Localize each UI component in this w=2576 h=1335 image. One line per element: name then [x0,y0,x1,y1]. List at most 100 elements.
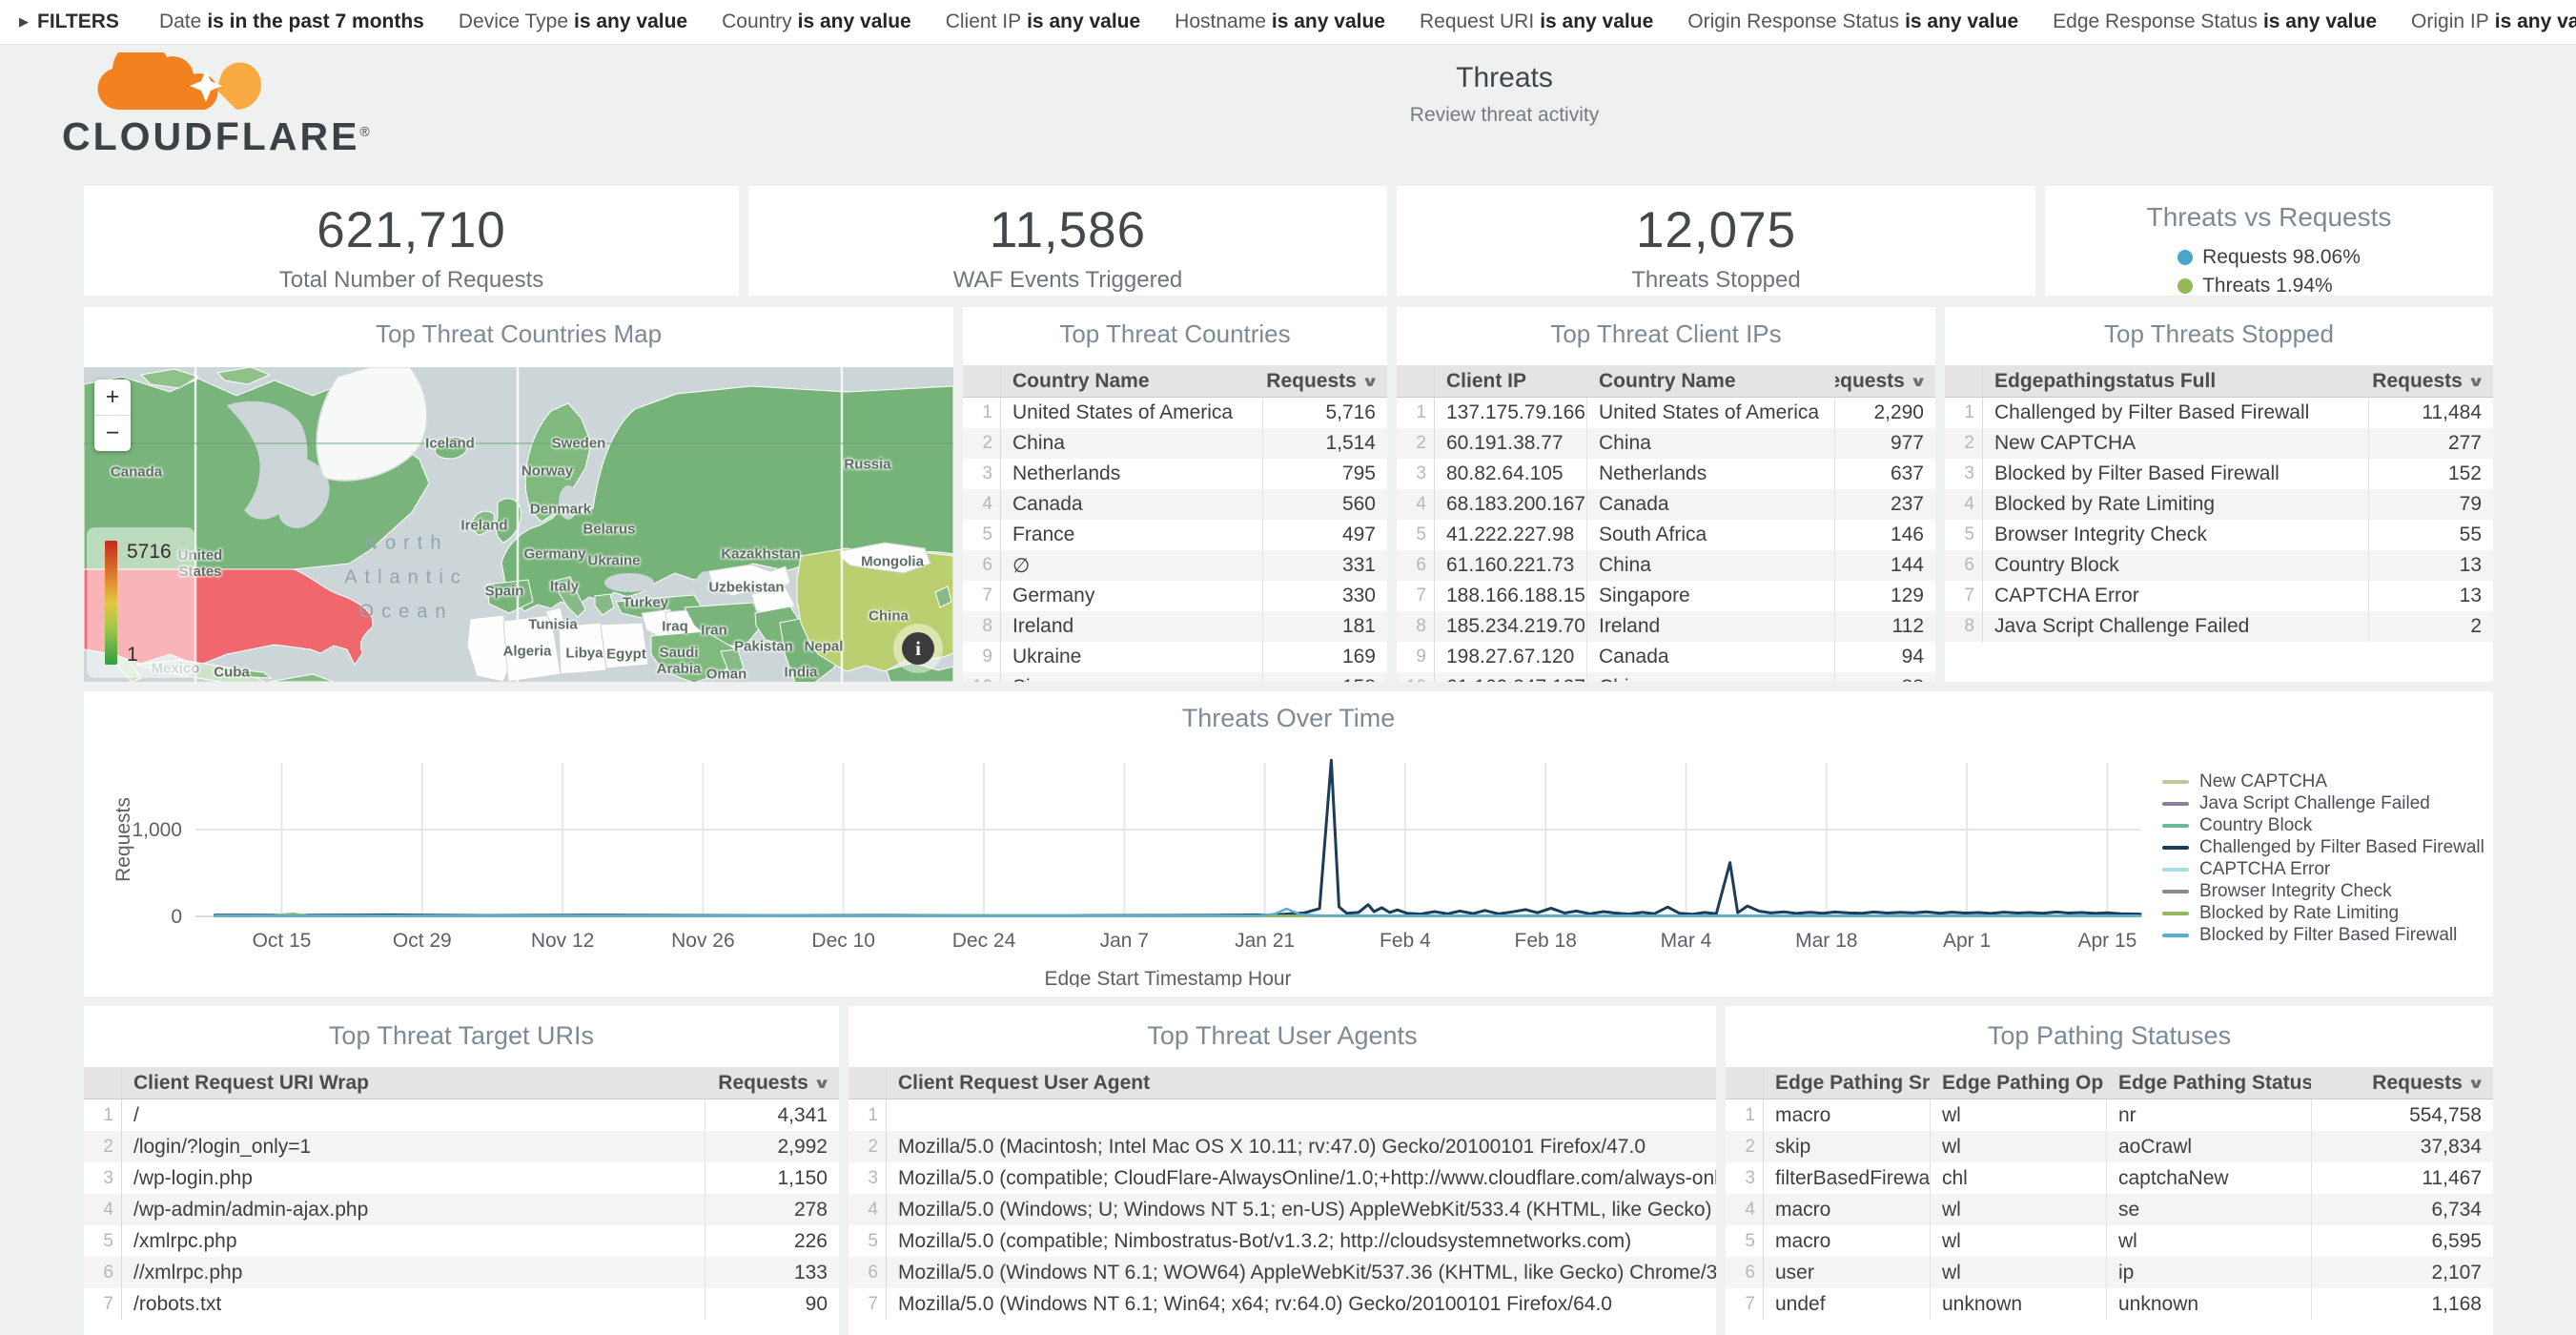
column-header[interactable]: Edgepathingstatus Full [1983,365,2369,397]
table-row[interactable]: 7/robots.txt 90 [84,1288,839,1320]
column-header[interactable]: Requests∨ [1266,369,1380,392]
table-row[interactable]: 6 user wl ip 2,107 [1726,1257,2493,1288]
table-row[interactable]: 6 ∅ 331 [963,550,1387,581]
table-row[interactable]: 3 Mozilla/5.0 (compatible; CloudFlare-Alw… [848,1162,1716,1194]
table-row[interactable]: 7 188.166.188.152 Singapore 129 [1397,581,1935,611]
filter-item[interactable]: Client IP is any value [945,10,1141,32]
cell: wl [1931,1194,2107,1225]
column-header[interactable]: Requests∨ [718,1071,831,1094]
zoom-out-button[interactable]: − [94,415,131,451]
chart-legend-item[interactable]: Java Script Challenge Failed [2162,793,2484,813]
table-row[interactable]: 4 Mozilla/5.0 (Windows; U; Windows NT 5.1… [848,1194,1716,1225]
table-row[interactable]: 2 New CAPTCHA 277 [1945,428,2493,459]
column-header[interactable]: Requests∨ [1835,369,1928,392]
row-index: 4 [1726,1194,1764,1225]
chart-legend-item[interactable]: CAPTCHA Error [2162,859,2484,879]
table-row[interactable]: 6 Country Block 13 [1945,550,2493,581]
map-info-icon[interactable]: i [902,632,934,665]
table-row[interactable]: 4 Canada 560 [963,489,1387,520]
column-header[interactable]: Country Name [1587,365,1835,397]
filter-item[interactable]: Request URI is any value [1419,10,1654,32]
table-row[interactable]: 1 137.175.79.166 United States of America 2… [1397,398,1935,428]
table-row[interactable]: 1/ 4,341 [84,1099,839,1131]
table-row[interactable]: 6 61.160.221.73 China 144 [1397,550,1935,581]
bottom-row: Top Threat Target URIs Client Request UR… [84,1006,2493,1335]
table-row[interactable]: 4 macro wl se 6,734 [1726,1194,2493,1225]
table-row[interactable]: 2 China 1,514 [963,428,1387,459]
table-row[interactable]: 10Singapore158 [963,672,1387,682]
column-header[interactable]: Requests∨ [2372,1071,2485,1094]
filter-item[interactable]: Date is in the past 7 months [158,10,424,32]
cell: 61.160.247.127 [1435,672,1587,682]
table-row[interactable]: 7 CAPTCHA Error 13 [1945,581,2493,611]
chart-legend-item[interactable]: New CAPTCHA [2162,771,2484,791]
chart-legend-item[interactable]: Blocked by Filter Based Firewall [2162,925,2484,945]
chart-legend-item[interactable]: Challenged by Filter Based Firewall [2162,837,2484,857]
table-row[interactable]: 8 Java Script Challenge Failed 2 [1945,611,2493,642]
table-row[interactable]: 4 68.183.200.167 Canada 237 [1397,489,1935,520]
zoom-in-button[interactable]: + [105,383,120,410]
table-row[interactable]: 2 60.191.38.77 China 977 [1397,428,1935,459]
cell: filterBasedFirewall [1764,1162,1931,1194]
legend-item[interactable]: Threats 1.94% [2177,275,2333,296]
table-row[interactable]: 9 Ukraine 169 [963,642,1387,672]
table-row[interactable]: 1 United States of America 5,716 [963,398,1387,428]
cell: 2,290 [1873,401,1924,423]
filters-toggle[interactable]: ▶ FILTERS [19,10,119,33]
svg-text:Requests: Requests [112,797,134,882]
table-row[interactable]: 1 macro wl nr 554,758 [1726,1099,2493,1131]
column-header[interactable]: Edge Pathing Op [1931,1067,2107,1099]
table-row[interactable]: 3 80.82.64.105 Netherlands 637 [1397,459,1935,489]
table-row[interactable]: 5 Mozilla/5.0 (compatible; Nimbostratus-B… [848,1225,1716,1257]
row-index: 1 [1726,1099,1764,1131]
table-row[interactable]: 3 Blocked by Filter Based Firewall 152 [1945,459,2493,489]
table-row[interactable]: 4/wp-admin/admin-ajax.php 278 [84,1194,839,1225]
cell: wl [1931,1257,2107,1288]
filter-item[interactable]: Hostname is any value [1175,10,1385,32]
filter-item[interactable]: Edge Response Status is any value [2053,10,2378,32]
table-row[interactable]: 5 macro wl wl 6,595 [1726,1225,2493,1257]
table-row[interactable]: 5 41.222.227.98 South Africa 146 [1397,520,1935,550]
table-row[interactable]: 4 Blocked by Rate Limiting 79 [1945,489,2493,520]
column-header[interactable]: Client IP [1435,365,1587,397]
table-row[interactable]: 2 skip wl aoCrawl 37,834 [1726,1131,2493,1162]
cell: aoCrawl [2107,1131,2312,1162]
table-row[interactable]: 7 undef unknown unknown 1,168 [1726,1288,2493,1320]
filter-item[interactable]: Country is any value [722,10,911,32]
table-row[interactable]: 5 Browser Integrity Check 55 [1945,520,2493,550]
table-row[interactable]: 8 185.234.219.70 Ireland 112 [1397,611,1935,642]
table-row[interactable]: 3/wp-login.php 1,150 [84,1162,839,1194]
column-header[interactable]: Edge Pathing Src [1764,1067,1931,1099]
cell: 554,758 [2409,1103,2482,1126]
table-row[interactable]: 6 Mozilla/5.0 (Windows NT 6.1; WOW64) App… [848,1257,1716,1288]
table-row[interactable]: 5 France 497 [963,520,1387,550]
filter-item[interactable]: Device Type is any value [458,10,688,32]
stat-card-waf-events: 11,586 WAF Events Triggered [748,186,1387,296]
table-row[interactable]: 6//xmlrpc.php 133 [84,1257,839,1288]
column-header[interactable]: Country Name [1001,365,1263,397]
table-row[interactable]: 1 Challenged by Filter Based Firewall 11,4… [1945,398,2493,428]
table-row[interactable]: 7 Mozilla/5.0 (Windows NT 6.1; Win64; x64… [848,1288,1716,1320]
table-row[interactable]: 5/xmlrpc.php 226 [84,1225,839,1257]
table-row[interactable]: 9 198.27.67.120 Canada 94 [1397,642,1935,672]
table-row[interactable]: 2 Mozilla/5.0 (Macintosh; Intel Mac OS X … [848,1131,1716,1162]
table-row[interactable]: 7 Germany 330 [963,581,1387,611]
column-header[interactable]: Client Request URI Wrap [122,1067,705,1099]
table-row[interactable]: 1 [848,1099,1716,1131]
chart-legend-item[interactable]: Browser Integrity Check [2162,881,2484,901]
chart-legend-item[interactable]: Blocked by Rate Limiting [2162,903,2484,923]
stat-value: 621,710 [317,202,506,258]
chart-legend-item[interactable]: Country Block [2162,815,2484,835]
column-header[interactable]: Requests∨ [2372,369,2485,392]
table-row[interactable]: 8 Ireland 181 [963,611,1387,642]
legend-item[interactable]: Requests 98.06% [2177,246,2361,269]
column-header[interactable]: Client Request User Agent [898,1071,1151,1094]
table-row[interactable]: 3 filterBasedFirewall chl captchaNew 11,467 [1726,1162,2493,1194]
table-row[interactable]: 1061.160.247.127China88 [1397,672,1935,682]
table-row[interactable]: 3 Netherlands 795 [963,459,1387,489]
column-header[interactable]: Edge Pathing Status [2107,1067,2312,1099]
table-row[interactable]: 2/login/?login_only=1 2,992 [84,1131,839,1162]
filter-item[interactable]: Origin Response Status is any value [1687,10,2019,32]
